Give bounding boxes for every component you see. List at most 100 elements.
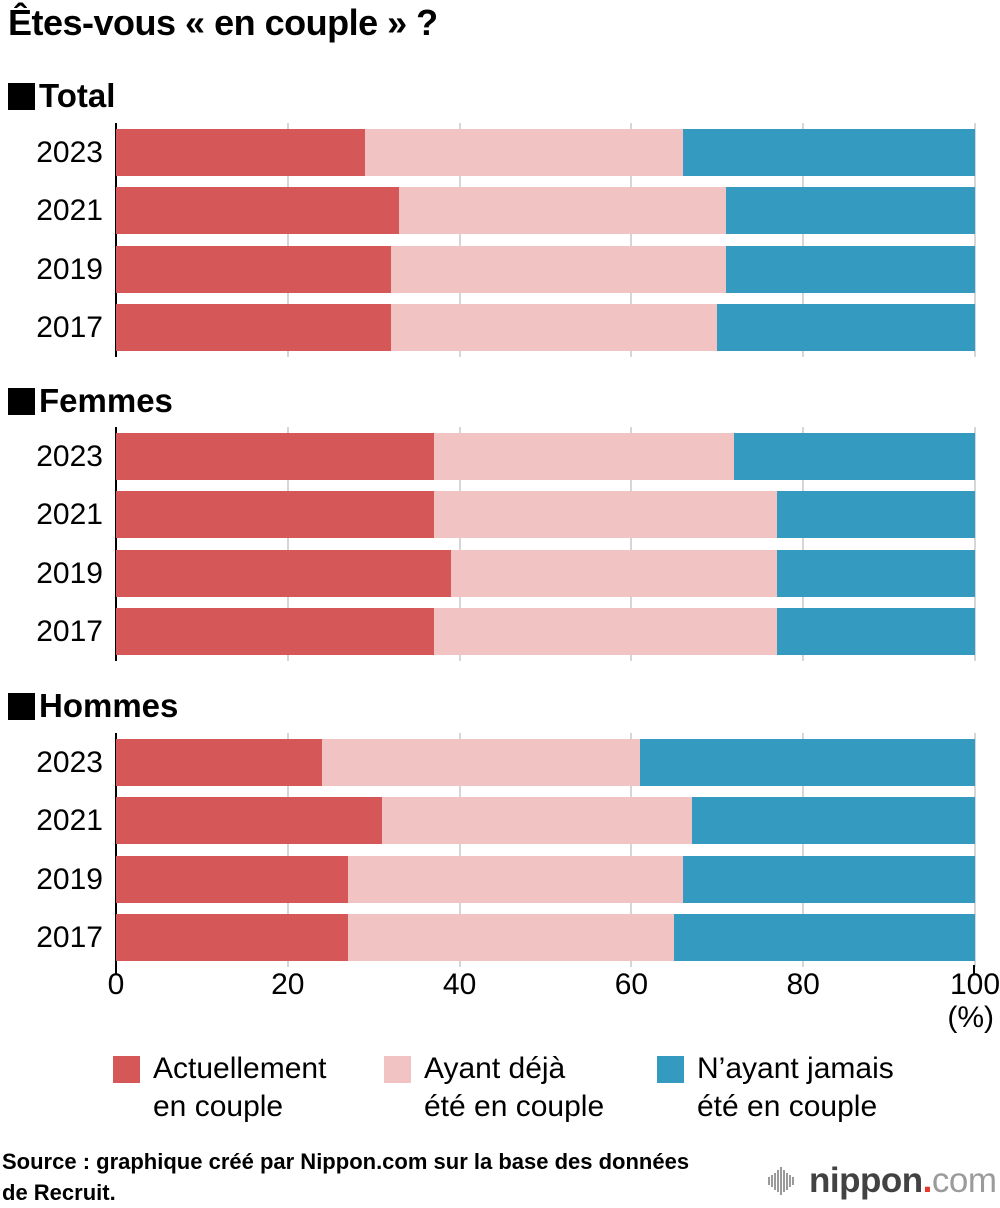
bar-segment	[116, 797, 383, 845]
section-title: Hommes	[39, 687, 179, 724]
soundwave-bar	[780, 1167, 782, 1195]
gridline	[458, 733, 461, 967]
chart-femmes: 2023 2021 2019 2017	[0, 427, 1000, 661]
bar-row-hommes-2017	[116, 913, 975, 961]
y-axis-line	[115, 123, 117, 357]
year-label: 2021	[36, 804, 103, 838]
year-label: 2019	[36, 252, 103, 286]
bar-segment	[382, 797, 692, 845]
section-title: Femmes	[39, 382, 173, 419]
soundwave-bar	[774, 1172, 776, 1190]
bar-segment	[777, 607, 975, 655]
bar-segment	[116, 433, 434, 480]
section-header-total: Total	[8, 77, 116, 114]
year-label: 2017	[36, 920, 103, 954]
soundwave-bar	[771, 1175, 773, 1187]
gridline	[802, 123, 805, 357]
bar-segment	[347, 855, 683, 903]
year-label: 2019	[36, 556, 103, 590]
bar-row-femmes-2021	[116, 491, 975, 539]
legend-label: Actuellement en couple	[153, 1052, 327, 1123]
section-marker-square	[8, 82, 35, 110]
page-title: Êtes-vous « en couple » ?	[8, 2, 438, 43]
year-label: 2023	[36, 136, 103, 169]
legend-label: Ayant déjà été en couple	[424, 1052, 605, 1123]
soundwave-bar	[786, 1172, 788, 1190]
logo-tld: com	[931, 1161, 997, 1200]
year-label: 2023	[36, 440, 103, 473]
x-axis-tick-label: 80	[786, 968, 820, 1001]
legend-item: Ayant déjà été en couple	[384, 1050, 604, 1126]
bar-segment	[116, 913, 348, 961]
bar-row-femmes-2023	[116, 433, 975, 480]
gridline	[458, 123, 461, 357]
x-axis-tick-label: 100	[949, 968, 1000, 1001]
gridline	[630, 123, 633, 357]
bar-segment	[691, 797, 975, 845]
x-axis-tick-label: 60	[614, 968, 649, 1001]
year-label: 2021	[36, 194, 103, 228]
year-label: 2019	[36, 862, 103, 896]
axis-unit-label: (%)	[947, 1001, 994, 1034]
bar-segment	[116, 187, 400, 235]
gridline	[630, 733, 633, 967]
gridline	[974, 123, 976, 357]
x-axis-tick-label: 0	[107, 968, 125, 1001]
bar-segment	[433, 607, 778, 655]
year-label: 2023	[36, 746, 103, 779]
bar-segment	[674, 913, 975, 961]
bar-row-hommes-2023	[116, 739, 975, 786]
section-title: Total	[39, 77, 116, 114]
year-label: 2017	[36, 614, 103, 648]
section-header-femmes: Femmes	[8, 382, 173, 419]
soundwave-bar	[792, 1177, 794, 1185]
source-note: Source : graphique créé par Nippon.com s…	[2, 1149, 690, 1205]
gridline	[974, 733, 976, 967]
bar-segment	[433, 491, 778, 539]
bar-segment	[322, 739, 640, 786]
legend-item: Actuellement en couple	[113, 1050, 326, 1126]
axis-tickmark	[973, 965, 975, 974]
bar-row-hommes-2019	[116, 855, 975, 903]
bar-segment	[682, 129, 975, 176]
gridline	[286, 123, 289, 357]
legend-item: N’ayant jamais été en couple	[657, 1050, 894, 1126]
gridline	[286, 733, 289, 967]
bar-segment	[116, 245, 391, 293]
bar-segment	[116, 855, 348, 903]
x-axis-tick-label: 40	[442, 968, 477, 1001]
logo-name: nippon	[809, 1161, 923, 1200]
bar-segment	[433, 433, 735, 480]
gridline	[630, 427, 633, 661]
soundwave-bar	[768, 1177, 770, 1185]
axis-tickmark	[115, 965, 117, 974]
soundwave-bar	[777, 1170, 779, 1192]
y-axis-line	[115, 427, 117, 661]
gridline	[974, 427, 976, 661]
bar-row-total-2019	[116, 245, 975, 293]
nippon-logo: nippon.com	[768, 1158, 997, 1204]
bar-segment	[725, 245, 975, 293]
bar-segment	[639, 739, 975, 786]
bar-segment	[725, 187, 975, 235]
section-marker-square	[8, 692, 35, 720]
bar-segment	[116, 739, 323, 786]
bar-segment	[116, 491, 434, 539]
soundwave-icon	[768, 1167, 795, 1195]
section-marker-square	[8, 387, 35, 415]
soundwave-bar	[789, 1175, 791, 1187]
chart-hommes: 2023 2021 2019 2017	[0, 733, 1000, 967]
bar-segment	[399, 187, 726, 235]
gridline	[458, 427, 461, 661]
legend-label: N’ayant jamais été en couple	[697, 1052, 894, 1123]
legend-swatch	[113, 1056, 140, 1083]
bar-segment	[365, 129, 683, 176]
y-axis-line	[115, 733, 117, 967]
gridline	[286, 427, 289, 661]
bar-row-femmes-2019	[116, 549, 975, 597]
bar-segment	[390, 303, 718, 351]
gridline	[802, 427, 805, 661]
bar-row-total-2021	[116, 187, 975, 235]
bar-row-femmes-2017	[116, 607, 975, 655]
bar-segment	[116, 607, 434, 655]
